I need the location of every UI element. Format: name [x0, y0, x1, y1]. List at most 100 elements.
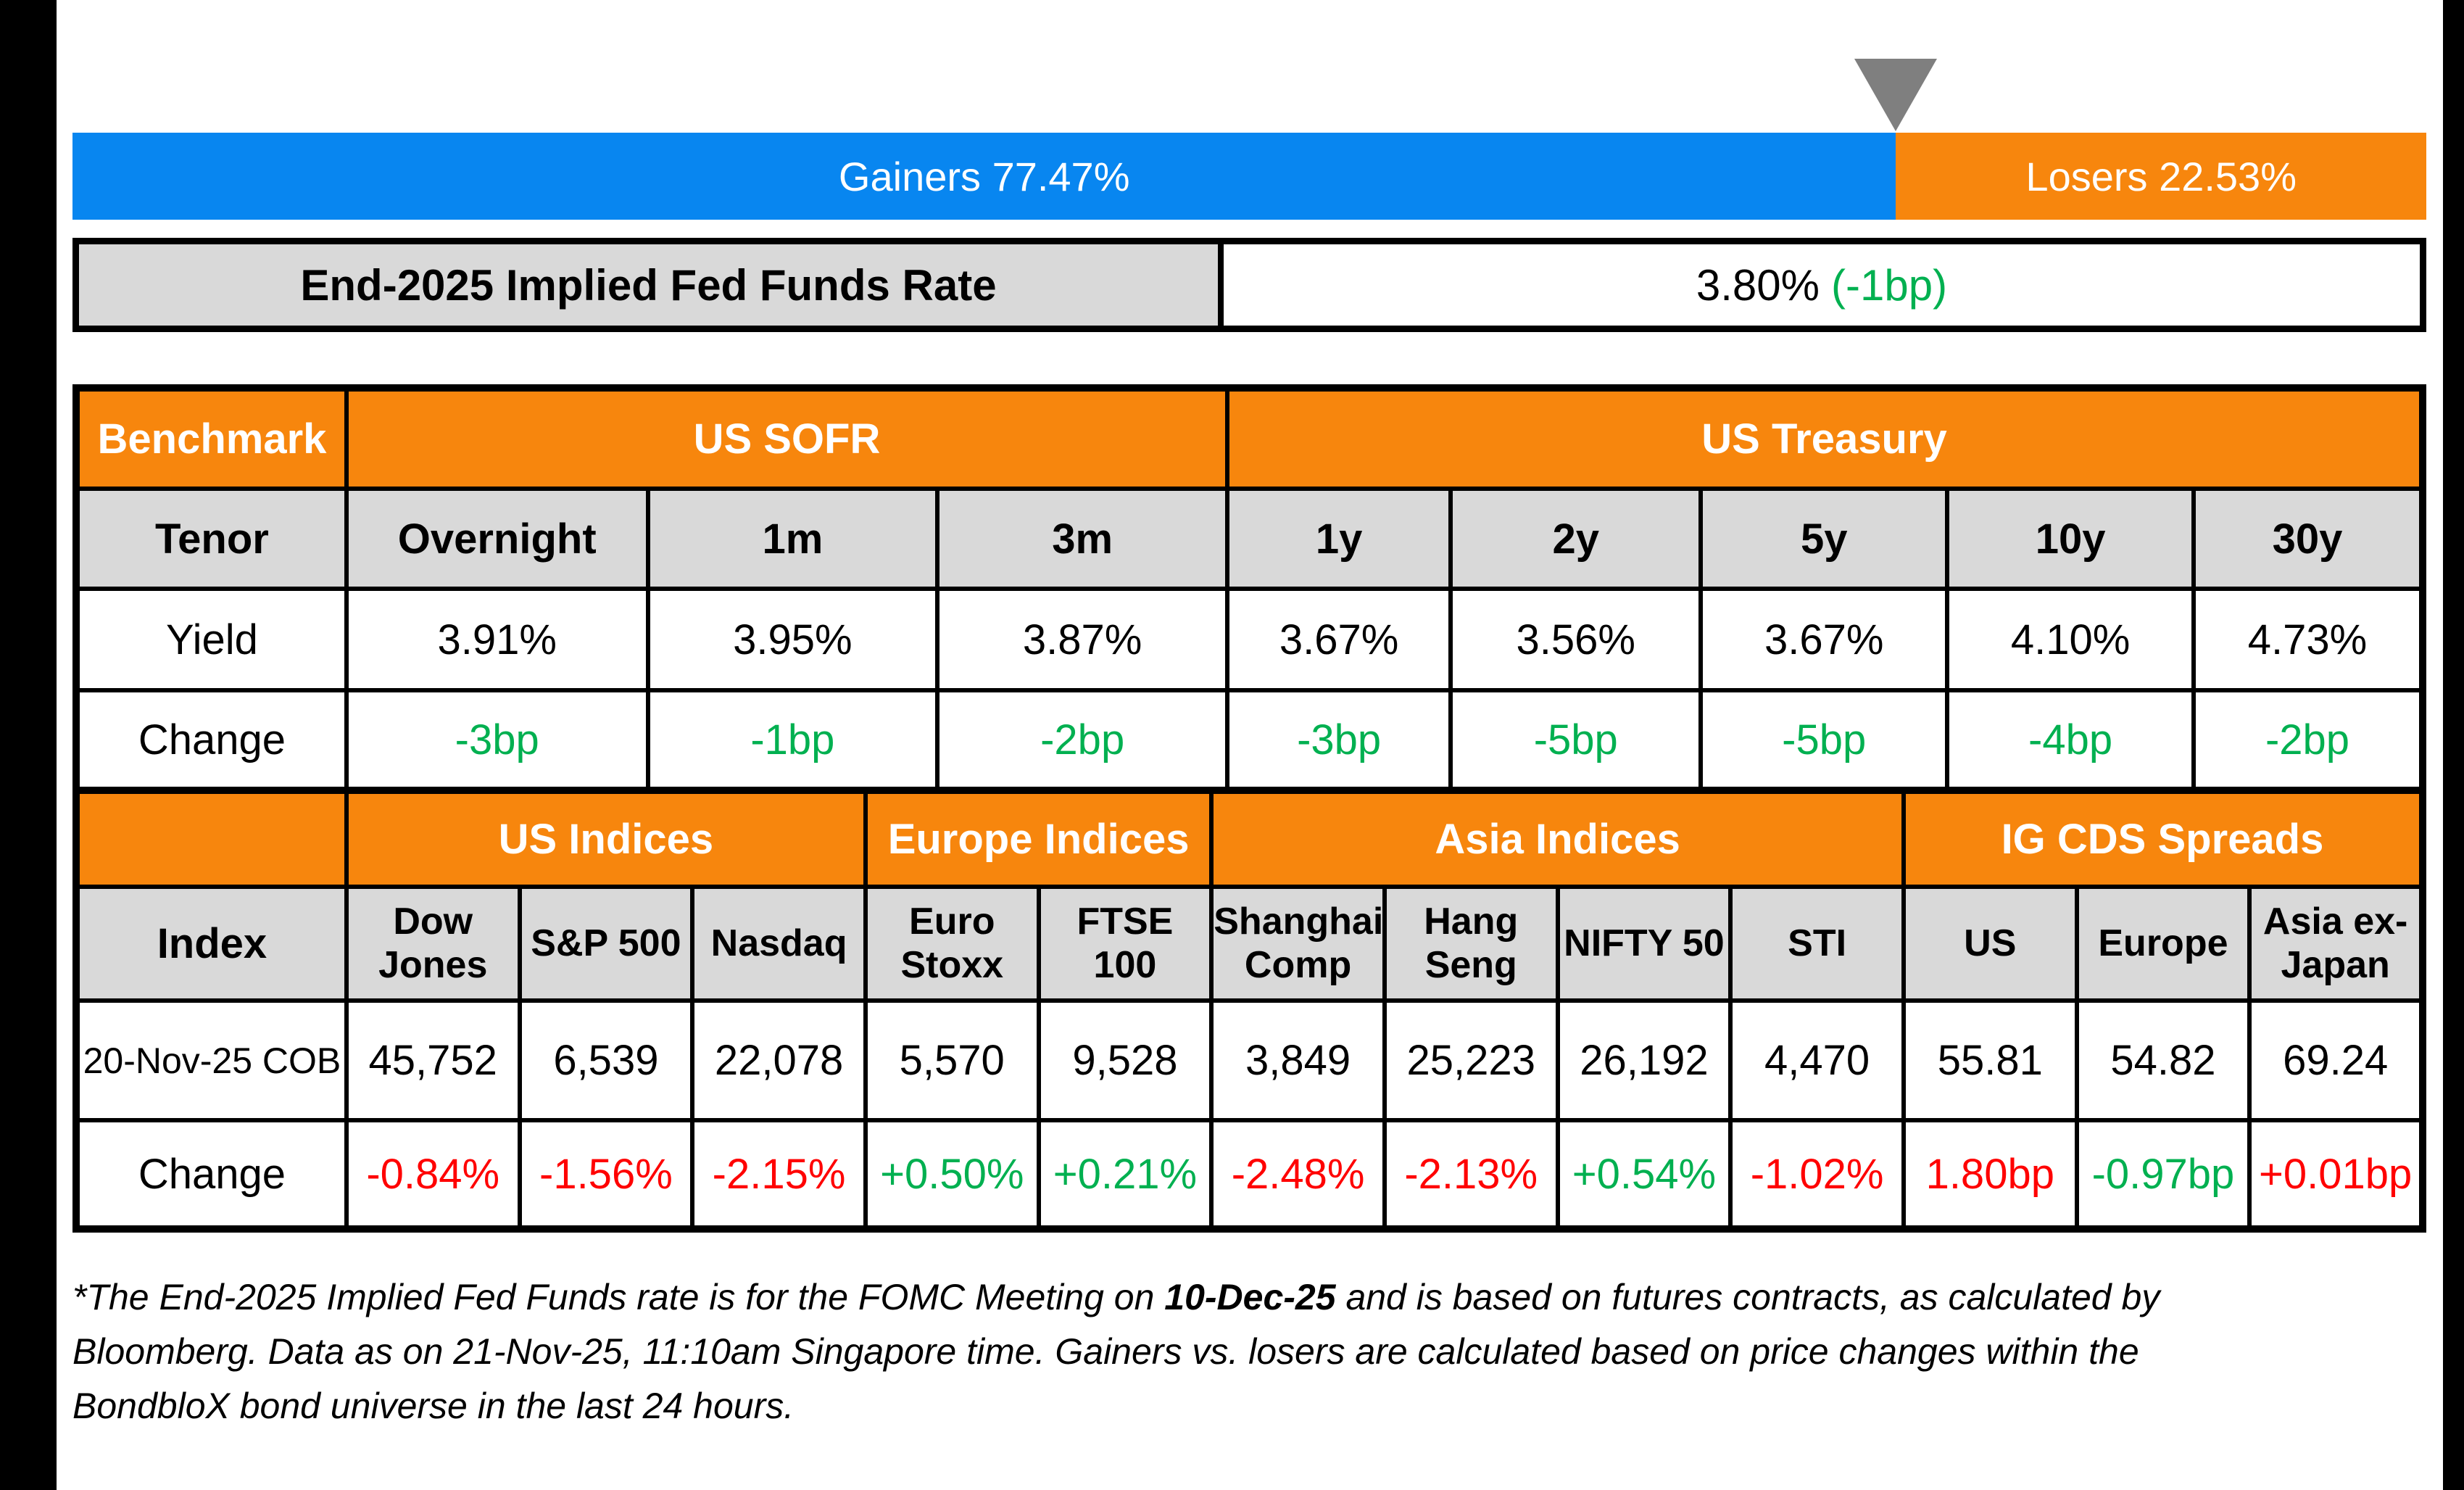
yield-label-cell: Yield	[74, 587, 349, 692]
yield-cell: 3.95%	[645, 587, 940, 692]
index-value-cell: 69.24	[2247, 998, 2425, 1122]
benchmark-table: Benchmark US SOFR US Treasury Tenor Over…	[72, 384, 2426, 794]
index-value-cell: 26,192	[1555, 998, 1733, 1122]
us-sofr-header: US SOFR	[344, 386, 1230, 491]
index-value-cell: 45,752	[344, 998, 522, 1122]
change-label-cell: Change	[74, 688, 349, 792]
index-table: US Indices Europe Indices Asia Indices I…	[72, 787, 2426, 1233]
index-group-header-row: US Indices Europe Indices Asia Indices I…	[74, 788, 2426, 889]
right-black-border	[2443, 0, 2464, 1490]
tenor-cell: 2y	[1448, 487, 1704, 591]
index-name-row: Index Dow Jones S&P 500 Nasdaq Euro Stox…	[74, 885, 2425, 1003]
change-cell: -1bp	[645, 688, 940, 792]
index-name-cell: US	[1901, 885, 2079, 1003]
index-value-cell: 22,078	[690, 998, 868, 1122]
index-value-cell: 9,528	[1036, 998, 1214, 1122]
footnote-line2: Bloomberg. Data as on 21-Nov-25, 11:10am…	[72, 1331, 2139, 1372]
index-name-cell: S&P 500	[517, 885, 695, 1003]
index-change-cell: -2.15%	[690, 1118, 868, 1231]
index-name-cell: Asia ex-Japan	[2247, 885, 2425, 1003]
tenor-row: Tenor Overnight 1m 3m 1y 2y 5y 10y 30y	[74, 487, 2425, 591]
tenor-cell: 3m	[935, 487, 1230, 591]
tenor-cell: 10y	[1945, 487, 2197, 591]
index-change-cell: -0.97bp	[2074, 1118, 2252, 1231]
yield-cell: 4.10%	[1945, 587, 2197, 692]
ig-cds-spreads-header: IG CDS Spreads	[1901, 788, 2426, 889]
yield-row: Yield 3.91% 3.95% 3.87% 3.67% 3.56% 3.67…	[74, 587, 2425, 692]
fed-funds-label: End-2025 Implied Fed Funds Rate	[79, 244, 1224, 326]
losers-label: Losers 22.53%	[2025, 153, 2297, 199]
change-cell: -2bp	[2191, 688, 2425, 792]
index-change-cell: -2.48%	[1209, 1118, 1387, 1231]
fed-funds-rate: 3.80%	[1696, 260, 1820, 310]
benchmark-corner-cell: Benchmark	[74, 386, 349, 491]
tenor-cell: 5y	[1698, 487, 1950, 591]
index-value-cell: 25,223	[1382, 998, 1560, 1122]
index-change-cell: +0.50%	[863, 1118, 1041, 1231]
index-value-cell: 6,539	[517, 998, 695, 1122]
index-name-cell: Hang Seng	[1382, 885, 1560, 1003]
index-name-cell: Europe	[2074, 885, 2252, 1003]
index-name-cell: FTSE 100	[1036, 885, 1214, 1003]
index-name-cell: Dow Jones	[344, 885, 522, 1003]
tenor-cell: 1y	[1225, 487, 1453, 591]
index-value-cell: 3,849	[1209, 998, 1387, 1122]
index-change-cell: -0.84%	[344, 1118, 522, 1231]
index-corner-cell	[74, 788, 349, 889]
benchmark-header-row: Benchmark US SOFR US Treasury	[74, 386, 2425, 491]
tenor-label-cell: Tenor	[74, 487, 349, 591]
index-change-row: Change -0.84% -1.56% -2.15% +0.50% +0.21…	[74, 1118, 2425, 1231]
us-treasury-header: US Treasury	[1225, 386, 2425, 491]
yield-cell: 3.87%	[935, 587, 1230, 692]
europe-indices-header: Europe Indices	[863, 788, 1214, 889]
index-change-cell: 1.80bp	[1901, 1118, 2079, 1231]
change-cell: -5bp	[1698, 688, 1950, 792]
fed-funds-change: (-1bp)	[1831, 260, 1948, 310]
footnote-bold-date: 10-Dec-25	[1164, 1277, 1336, 1317]
change-label-cell: Change	[74, 1118, 349, 1231]
index-change-cell: +0.54%	[1555, 1118, 1733, 1231]
yield-cell: 4.73%	[2191, 587, 2425, 692]
footnote: *The End-2025 Implied Fed Funds rate is …	[72, 1270, 2426, 1433]
tenor-cell: 1m	[645, 487, 940, 591]
index-value-cell: 54.82	[2074, 998, 2252, 1122]
footnote-part1: *The End-2025 Implied Fed Funds rate is …	[72, 1277, 1165, 1317]
losers-segment: Losers 22.53%	[1896, 133, 2426, 220]
us-indices-header: US Indices	[344, 788, 868, 889]
index-value-row: 20-Nov-25 COB 45,752 6,539 22,078 5,570 …	[74, 998, 2425, 1122]
fed-funds-value: 3.80% (-1bp)	[1224, 244, 2420, 326]
content-area: Gainers 77.47% Losers 22.53% End-2025 Im…	[72, 0, 2426, 1490]
index-date-cell: 20-Nov-25 COB	[74, 998, 349, 1122]
index-value-cell: 55.81	[1901, 998, 2079, 1122]
yield-cell: 3.91%	[344, 587, 650, 692]
index-name-cell: STI	[1728, 885, 1906, 1003]
index-change-cell: -1.02%	[1728, 1118, 1906, 1231]
fed-funds-panel: End-2025 Implied Fed Funds Rate 3.80% (-…	[72, 238, 2426, 332]
index-name-cell: Shanghai Comp	[1209, 885, 1387, 1003]
index-label-cell: Index	[74, 885, 349, 1003]
index-name-cell: Nasdaq	[690, 885, 868, 1003]
gainers-losers-bar: Gainers 77.47% Losers 22.53%	[72, 133, 2426, 220]
benchmark-change-row: Change -3bp -1bp -2bp -3bp -5bp -5bp -4b…	[74, 688, 2425, 792]
footnote-line3: BondbloX bond universe in the last 24 ho…	[72, 1386, 795, 1426]
index-change-cell: -2.13%	[1382, 1118, 1560, 1231]
index-value-cell: 5,570	[863, 998, 1041, 1122]
left-black-border	[0, 0, 57, 1490]
change-cell: -3bp	[1225, 688, 1453, 792]
footnote-part2: and is based on futures contracts, as ca…	[1335, 1277, 2160, 1317]
index-name-cell: Euro Stoxx	[863, 885, 1041, 1003]
gainers-segment: Gainers 77.47%	[72, 133, 1896, 220]
tenor-cell: 30y	[2191, 487, 2425, 591]
change-cell: -2bp	[935, 688, 1230, 792]
gainers-label: Gainers 77.47%	[838, 153, 1130, 199]
tenor-cell: Overnight	[344, 487, 650, 591]
index-change-cell: +0.01bp	[2247, 1118, 2425, 1231]
change-cell: -3bp	[344, 688, 650, 792]
index-name-cell: NIFTY 50	[1555, 885, 1733, 1003]
index-change-cell: +0.21%	[1036, 1118, 1214, 1231]
index-change-cell: -1.56%	[517, 1118, 695, 1231]
yield-cell: 3.56%	[1448, 587, 1704, 692]
change-cell: -4bp	[1945, 688, 2197, 792]
asia-indices-header: Asia Indices	[1209, 788, 1906, 889]
